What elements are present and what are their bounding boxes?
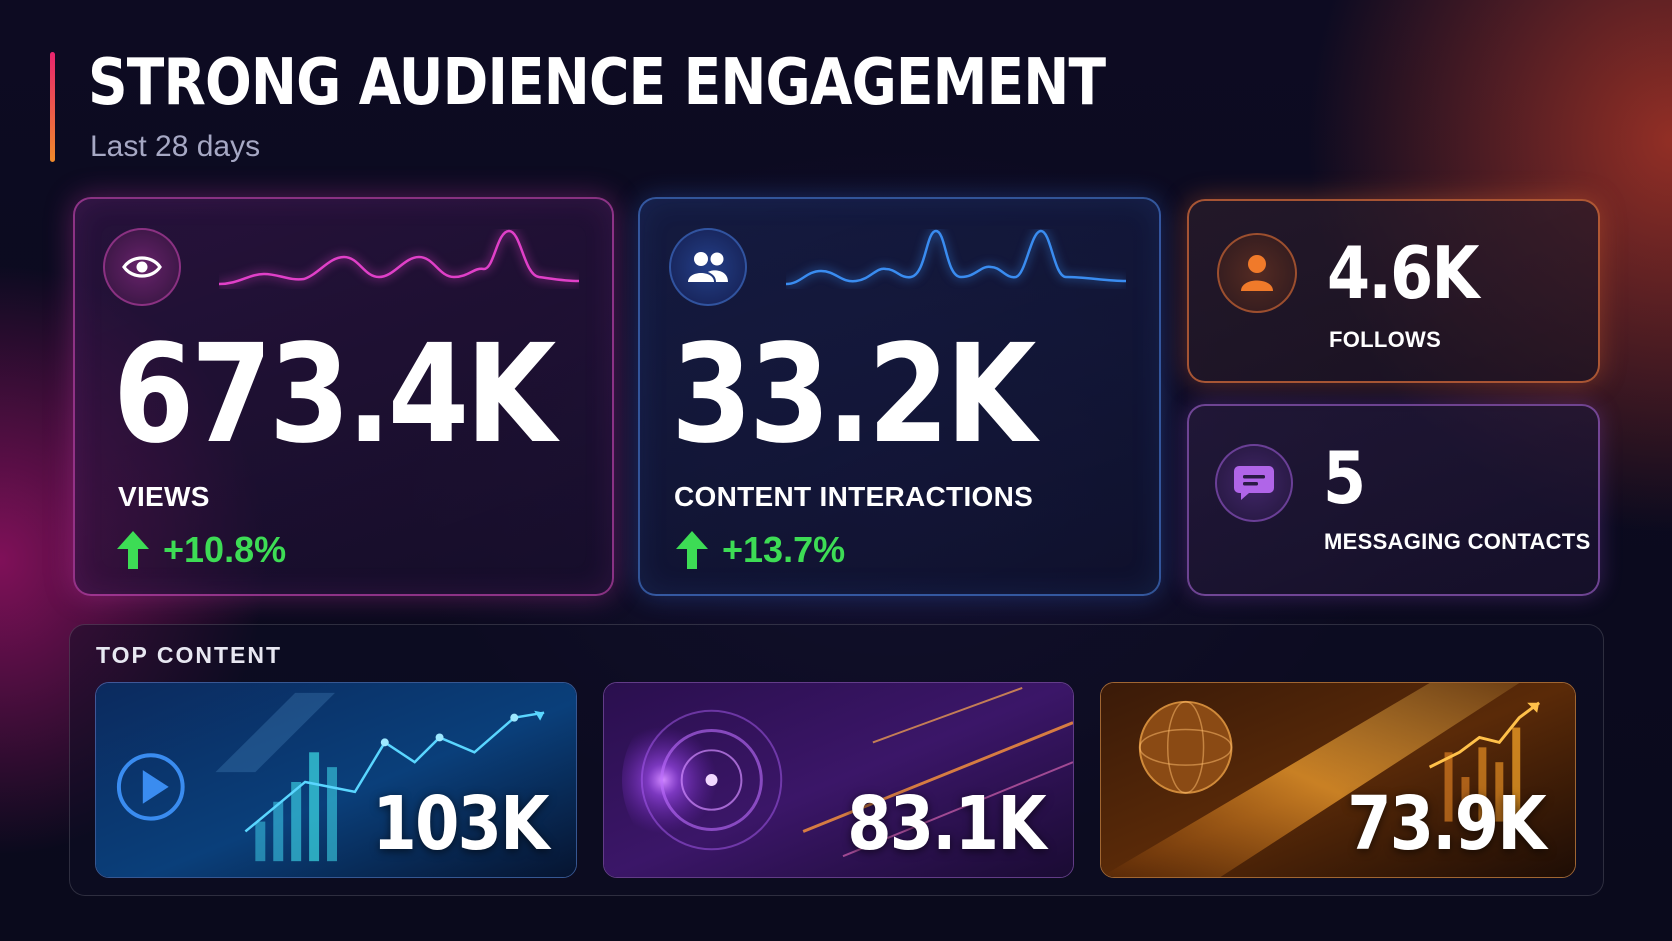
thumbnail-image (1101, 683, 1575, 877)
views-change-text: +10.8% (163, 529, 287, 570)
play-icon (116, 753, 185, 821)
top-content-value-3: 73.9K (1347, 781, 1546, 867)
views-change: +10.8% (115, 529, 286, 571)
top-content-item-3[interactable]: 73.9K (1100, 682, 1576, 878)
date-range-label: Last 28 days (90, 130, 261, 163)
top-content-item-2[interactable]: 83.1K (603, 682, 1074, 878)
chat-icon (1215, 444, 1293, 522)
arrow-up-icon (117, 531, 149, 569)
views-value: 673.4K (113, 316, 556, 474)
messaging-contacts-card[interactable]: 5 MESSAGING CONTACTS (1187, 404, 1600, 596)
messaging-value: 5 (1323, 436, 1366, 520)
top-content-value-2: 83.1K (847, 781, 1046, 867)
arrow-up-icon (676, 531, 708, 569)
views-sparkline (219, 229, 579, 286)
follows-label: FOLLOWS (1329, 327, 1442, 352)
messaging-label: MESSAGING CONTACTS (1324, 529, 1591, 554)
top-content-item-1[interactable]: 103K (95, 682, 577, 878)
page-title: STRONG AUDIENCE ENGAGEMENT (88, 46, 1106, 120)
top-content-title: TOP CONTENT (96, 642, 282, 668)
eye-icon (103, 228, 181, 306)
user-icon (1217, 233, 1297, 313)
interactions-change: +13.7% (674, 529, 845, 571)
thumbnail-image (604, 683, 1073, 877)
globe-icon (1138, 700, 1233, 794)
interactions-sparkline (786, 229, 1126, 286)
content-interactions-card[interactable]: 33.2K CONTENT INTERACTIONS +13.7% (638, 197, 1161, 596)
follows-value: 4.6K (1327, 231, 1480, 315)
top-content-value-1: 103K (372, 781, 550, 867)
follows-card[interactable]: 4.6K FOLLOWS (1187, 199, 1600, 383)
thumbnail-image (96, 683, 576, 877)
views-label: VIEWS (118, 481, 210, 512)
interactions-change-text: +13.7% (722, 529, 846, 570)
views-card[interactable]: 673.4K VIEWS +10.8% (73, 197, 614, 596)
interactions-value: 33.2K (671, 316, 1036, 474)
users-icon (669, 228, 747, 306)
interactions-label: CONTENT INTERACTIONS (674, 481, 1034, 512)
title-accent-bar (50, 52, 55, 162)
